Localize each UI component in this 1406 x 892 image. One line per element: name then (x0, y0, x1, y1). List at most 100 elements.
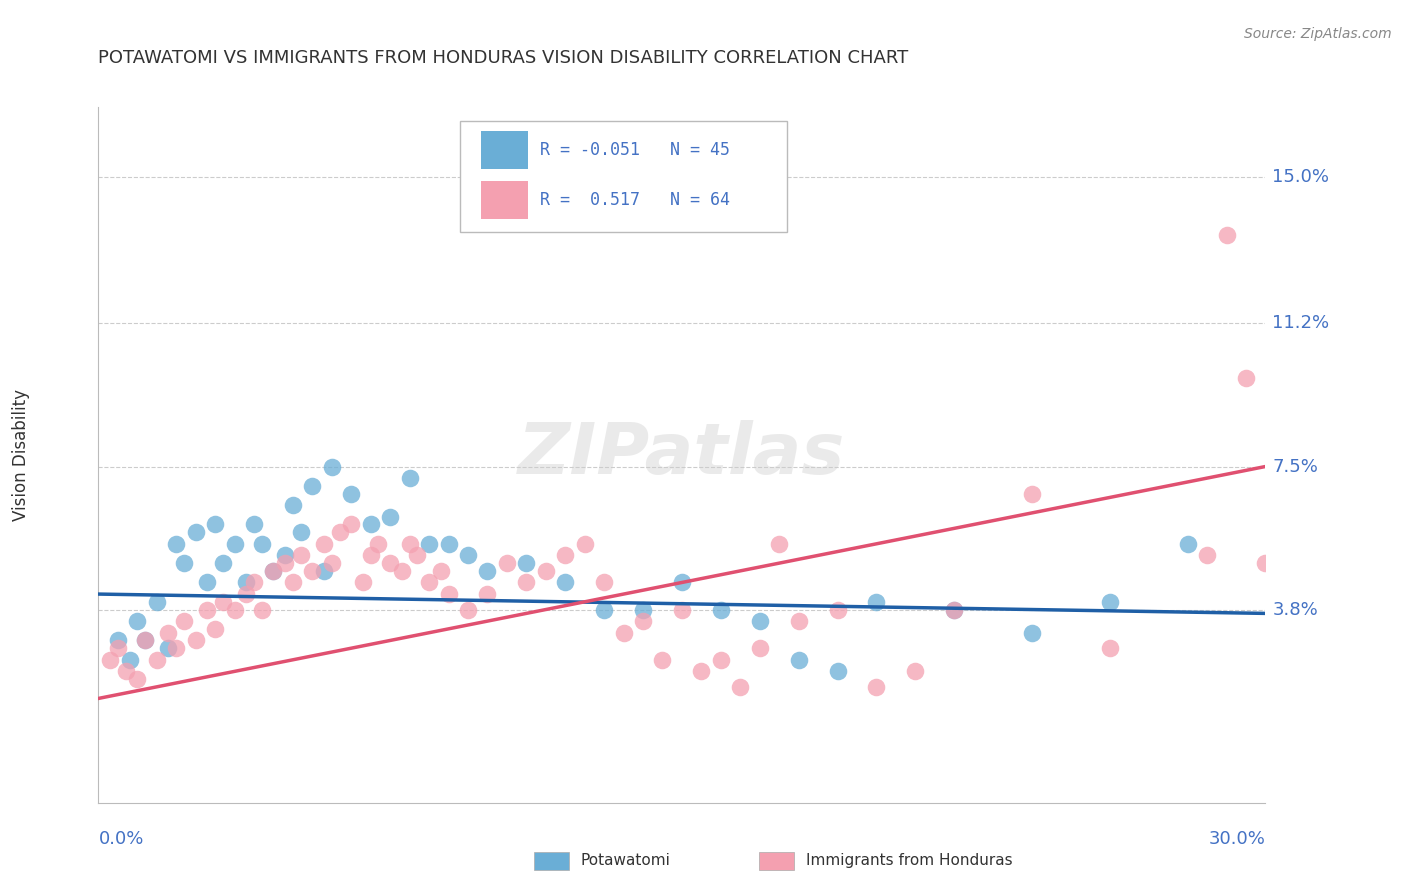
Point (391, 564, 413, 578)
Point (243, 575, 266, 590)
Point (274, 549, 297, 563)
Point (301, 564, 323, 578)
Point (378, 509, 402, 524)
Point (593, 575, 616, 590)
Point (477, 564, 499, 578)
Point (274, 556, 297, 570)
Point (495, 556, 517, 570)
Point (429, 564, 451, 578)
Point (671, 602, 693, 616)
Point (904, 665, 927, 679)
Point (730, 680, 752, 694)
Point (865, 680, 887, 694)
Point (157, 641, 180, 656)
Point (184, 633, 207, 648)
Point (827, 602, 849, 616)
Point (165, 537, 187, 551)
Point (631, 602, 654, 616)
Text: Vision Disability: Vision Disability (13, 389, 30, 521)
Text: Immigrants from Honduras: Immigrants from Honduras (806, 854, 1012, 868)
Point (1098, 595, 1121, 609)
Point (281, 575, 304, 590)
Point (134, 633, 156, 648)
Point (146, 653, 169, 667)
Text: ZIPatlas: ZIPatlas (519, 420, 845, 490)
Point (312, 537, 335, 551)
Point (212, 556, 235, 570)
Point (710, 653, 733, 667)
Point (250, 537, 273, 551)
Point (534, 564, 557, 578)
Point (224, 537, 246, 551)
Point (398, 537, 420, 551)
Point (1021, 625, 1043, 640)
Point (593, 602, 616, 616)
Point (301, 479, 323, 493)
Point (748, 614, 770, 628)
Point (418, 537, 440, 551)
Point (367, 537, 389, 551)
Point (515, 556, 537, 570)
Point (1021, 486, 1043, 500)
Point (574, 537, 596, 551)
Point (184, 525, 207, 540)
Point (710, 602, 733, 616)
Point (235, 575, 257, 590)
Point (943, 602, 966, 616)
Text: R =  0.517   N = 64: R = 0.517 N = 64 (540, 191, 730, 209)
Point (398, 471, 420, 485)
Point (281, 498, 304, 512)
Point (651, 653, 673, 667)
Point (1215, 227, 1237, 242)
Point (352, 575, 374, 590)
Text: 3.8%: 3.8% (1272, 600, 1319, 618)
Point (1195, 549, 1218, 563)
Point (98, 653, 121, 667)
Point (748, 641, 770, 656)
Point (554, 575, 576, 590)
Point (127, 614, 149, 628)
Point (418, 575, 440, 590)
Point (235, 587, 257, 601)
Text: 15.0%: 15.0% (1272, 168, 1330, 186)
Point (612, 625, 634, 640)
Point (340, 517, 363, 532)
Point (1254, 556, 1277, 570)
Point (250, 602, 273, 616)
Point (865, 595, 887, 609)
Point (787, 653, 810, 667)
Text: 30.0%: 30.0% (1209, 830, 1265, 847)
Point (360, 517, 382, 532)
Point (1234, 370, 1257, 384)
Point (157, 625, 180, 640)
Point (107, 641, 129, 656)
Point (243, 517, 266, 532)
Point (173, 556, 195, 570)
Point (224, 602, 246, 616)
Point (290, 549, 312, 563)
Point (477, 587, 499, 601)
Point (114, 665, 136, 679)
Point (768, 537, 790, 551)
Point (195, 602, 218, 616)
Point (340, 486, 363, 500)
Text: POTAWATOMI VS IMMIGRANTS FROM HONDURAS VISION DISABILITY CORRELATION CHART: POTAWATOMI VS IMMIGRANTS FROM HONDURAS V… (98, 49, 908, 67)
Bar (460, 121, 787, 232)
Bar (481, 130, 527, 169)
Point (457, 602, 479, 616)
Point (631, 614, 654, 628)
Point (204, 517, 226, 532)
Point (134, 633, 156, 648)
Text: 0.0%: 0.0% (98, 830, 143, 847)
Point (554, 549, 576, 563)
Point (515, 575, 537, 590)
Point (212, 595, 235, 609)
Bar (481, 181, 527, 219)
Text: 7.5%: 7.5% (1272, 458, 1319, 475)
Point (262, 564, 284, 578)
Point (107, 633, 129, 648)
Point (329, 525, 352, 540)
Point (457, 549, 479, 563)
Point (165, 641, 187, 656)
Point (290, 525, 312, 540)
